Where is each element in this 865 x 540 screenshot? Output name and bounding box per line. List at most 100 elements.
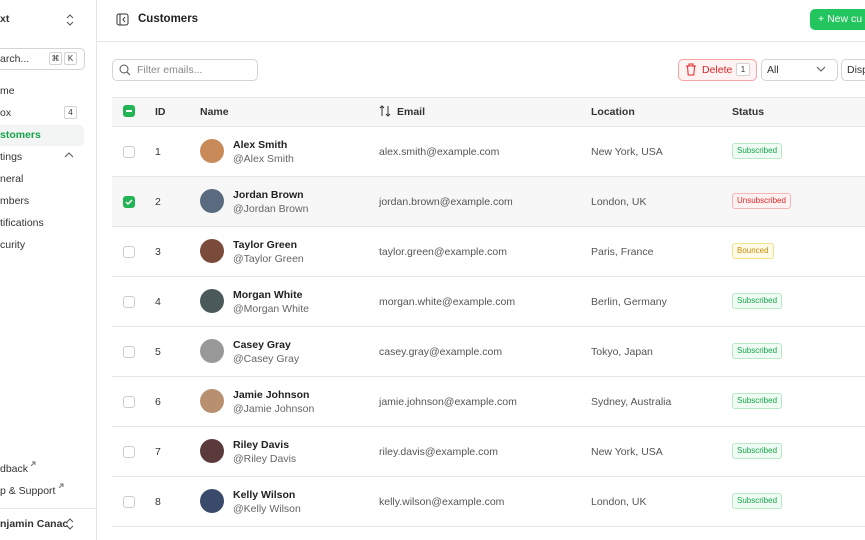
customer-name: Jordan Brown bbox=[233, 189, 304, 201]
row-checkbox[interactable] bbox=[123, 146, 135, 158]
delete-label: Delete bbox=[702, 64, 733, 76]
avatar bbox=[200, 439, 224, 463]
avatar bbox=[200, 389, 224, 413]
search-placeholder: arch... bbox=[0, 53, 30, 65]
avatar bbox=[200, 139, 224, 163]
nav-badge: 4 bbox=[64, 106, 77, 119]
customer-name: Taylor Green bbox=[233, 239, 297, 251]
customer-handle: @Riley Davis bbox=[233, 453, 297, 465]
filter-placeholder: Filter emails... bbox=[137, 64, 203, 76]
location: Paris, France bbox=[591, 246, 654, 258]
row-border bbox=[112, 276, 865, 277]
chevrons bbox=[66, 518, 74, 530]
row-border bbox=[112, 176, 865, 177]
chevron bbox=[816, 66, 826, 72]
nav-item[interactable]: stomers bbox=[0, 129, 41, 141]
row-border bbox=[112, 526, 865, 527]
column-header: Email bbox=[397, 106, 426, 118]
key: K bbox=[64, 52, 77, 65]
settings-item[interactable]: mbers bbox=[0, 195, 30, 207]
row-id: 7 bbox=[155, 446, 161, 458]
settings-item[interactable]: neral bbox=[0, 173, 24, 185]
customer-name: Morgan White bbox=[233, 289, 303, 301]
row-id: 6 bbox=[155, 396, 161, 408]
column-header: Location bbox=[591, 106, 635, 118]
status-badge: Subscribed bbox=[732, 393, 783, 409]
email: taylor.green@example.com bbox=[379, 246, 507, 258]
email: alex.smith@example.com bbox=[379, 146, 500, 158]
location: London, UK bbox=[591, 496, 647, 508]
column-header: ID bbox=[155, 106, 166, 118]
display-button[interactable] bbox=[841, 59, 865, 81]
new-button-label: + New cu bbox=[818, 13, 863, 25]
nav-item[interactable]: tings bbox=[0, 151, 23, 163]
row-checkbox[interactable] bbox=[123, 446, 135, 458]
nav-item[interactable]: ox bbox=[0, 107, 12, 119]
user[interactable]: njamin Canac bbox=[0, 518, 69, 530]
avatar bbox=[200, 489, 224, 513]
email: jamie.johnson@example.com bbox=[379, 396, 517, 408]
collapse-icon[interactable] bbox=[116, 13, 130, 27]
row-border bbox=[112, 426, 865, 427]
status-select[interactable] bbox=[761, 59, 838, 81]
active-bg bbox=[0, 125, 84, 146]
sort-icon[interactable] bbox=[379, 105, 393, 117]
search-box[interactable] bbox=[0, 48, 85, 70]
customer-handle: @Casey Gray bbox=[233, 353, 300, 365]
customer-handle: @Kelly Wilson bbox=[233, 503, 301, 515]
customer-name: Riley Davis bbox=[233, 439, 290, 451]
avatar bbox=[200, 339, 224, 363]
divider bbox=[0, 508, 96, 509]
row-checkbox[interactable] bbox=[123, 396, 135, 408]
avatar bbox=[200, 239, 224, 263]
external-icon bbox=[58, 483, 64, 489]
row-border bbox=[112, 476, 865, 477]
delete-count: 1 bbox=[736, 63, 750, 76]
customer-handle: @Jamie Johnson bbox=[233, 403, 315, 415]
location: New York, USA bbox=[591, 446, 663, 458]
column-header: Name bbox=[200, 106, 229, 118]
settings-item[interactable]: tifications bbox=[0, 217, 44, 229]
customer-handle: @Alex Smith bbox=[233, 153, 294, 165]
row-id: 2 bbox=[155, 196, 161, 208]
status-badge: Subscribed bbox=[732, 493, 783, 509]
new-label: New cu bbox=[827, 13, 863, 25]
customer-handle: @Taylor Green bbox=[233, 253, 304, 265]
footer-link[interactable]: dback bbox=[0, 463, 29, 475]
row-checkbox[interactable] bbox=[123, 296, 135, 308]
new-button[interactable] bbox=[810, 9, 865, 30]
workspace[interactable]: xt bbox=[0, 13, 10, 25]
row-checkbox[interactable] bbox=[123, 346, 135, 358]
chevron-up[interactable] bbox=[64, 151, 74, 159]
status-badge: Subscribed bbox=[732, 443, 783, 459]
location: Berlin, Germany bbox=[591, 296, 667, 308]
row-checkbox[interactable] bbox=[123, 246, 135, 258]
status-badge: Unsubscribed bbox=[732, 193, 791, 209]
page-title: Customers bbox=[138, 13, 199, 25]
sidebar bbox=[0, 0, 97, 540]
row-checkbox[interactable] bbox=[123, 496, 135, 508]
row-id: 1 bbox=[155, 146, 161, 158]
nav-item[interactable]: me bbox=[0, 85, 15, 97]
location: New York, USA bbox=[591, 146, 663, 158]
status-badge: Subscribed bbox=[732, 343, 783, 359]
settings-item[interactable]: curity bbox=[0, 239, 26, 251]
key: ⌘ bbox=[49, 52, 62, 65]
filter-input[interactable] bbox=[112, 59, 258, 81]
status-badge: Subscribed bbox=[732, 293, 783, 309]
avatar bbox=[200, 189, 224, 213]
row-border bbox=[112, 326, 865, 327]
avatar bbox=[200, 289, 224, 313]
row-id: 4 bbox=[155, 296, 161, 308]
row-id: 8 bbox=[155, 496, 161, 508]
email: kelly.wilson@example.com bbox=[379, 496, 505, 508]
customer-name: Casey Gray bbox=[233, 339, 291, 351]
email: jordan.brown@example.com bbox=[379, 196, 513, 208]
external-icon bbox=[30, 461, 36, 467]
trash-icon bbox=[686, 63, 696, 76]
footer-link[interactable]: p & Support bbox=[0, 485, 56, 497]
search-icon bbox=[119, 64, 131, 76]
select-all[interactable] bbox=[123, 105, 135, 117]
row-checkbox[interactable] bbox=[123, 196, 135, 208]
